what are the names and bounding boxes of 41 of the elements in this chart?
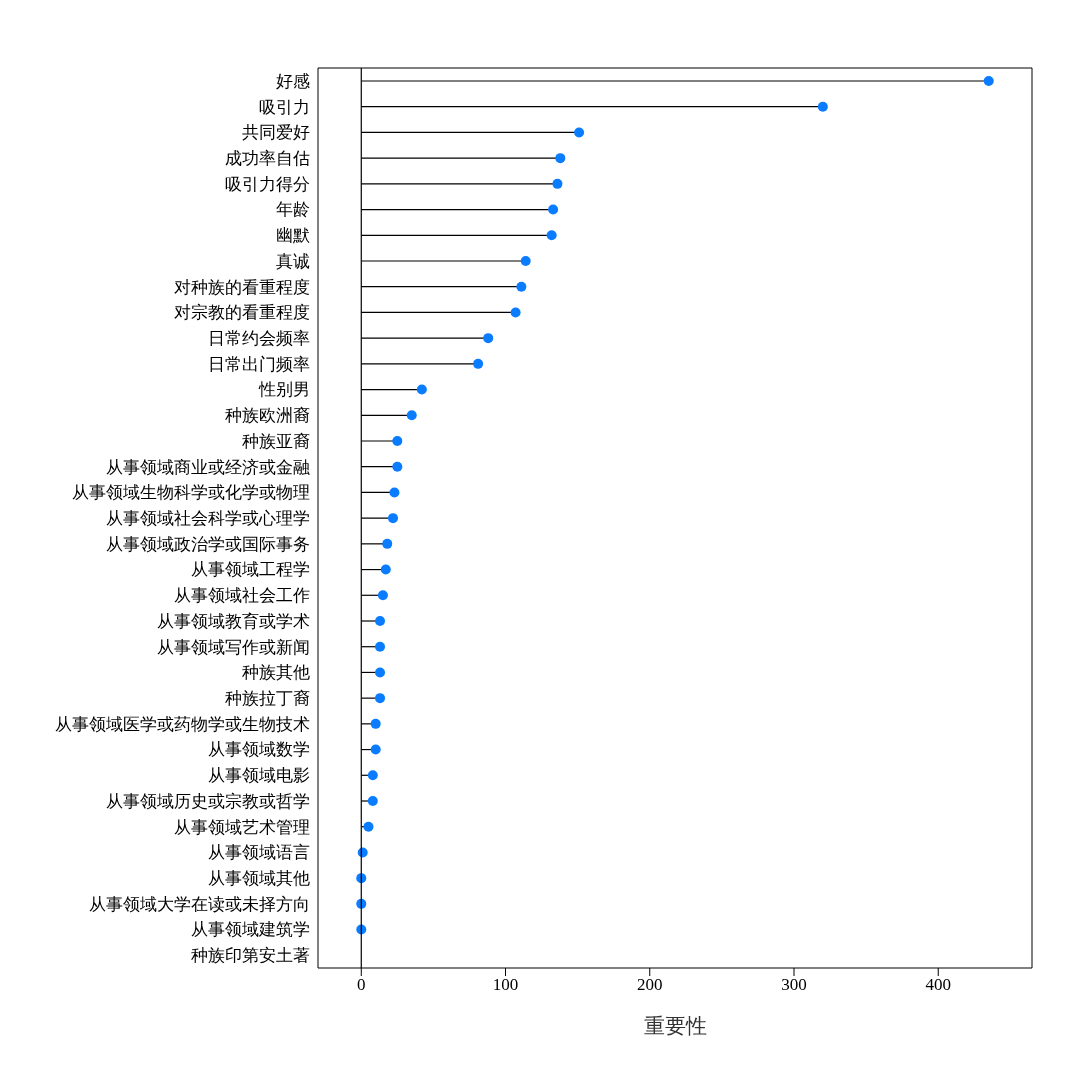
y-tick-label: 种族印第安土著 bbox=[191, 946, 310, 966]
x-tick-label: 400 bbox=[925, 975, 951, 995]
y-tick-label: 共同爱好 bbox=[242, 123, 310, 143]
y-tick-label: 从事领域艺术管理 bbox=[174, 817, 310, 837]
y-tick-label: 从事领域建筑学 bbox=[191, 920, 310, 940]
y-tick-label: 日常约会频率 bbox=[208, 329, 310, 349]
y-tick-label: 对宗教的看重程度 bbox=[174, 303, 310, 323]
y-tick-label: 从事领域电影 bbox=[208, 766, 310, 786]
y-tick-label: 年龄 bbox=[276, 200, 310, 220]
y-tick-label: 从事领域商业或经济或金融 bbox=[106, 457, 310, 477]
x-tick-label: 100 bbox=[492, 975, 519, 995]
y-tick-label: 从事领域其他 bbox=[208, 869, 310, 889]
y-tick-label: 从事领域数学 bbox=[208, 740, 310, 760]
x-axis-title: 重要性 bbox=[643, 1014, 707, 1038]
y-tick-label: 对种族的看重程度 bbox=[174, 277, 310, 297]
y-tick-label: 从事领域社会工作 bbox=[174, 586, 310, 606]
y-tick-label: 种族欧洲裔 bbox=[225, 406, 310, 426]
y-tick-label: 从事领域工程学 bbox=[191, 560, 310, 580]
y-tick-label: 从事领域政治学或国际事务 bbox=[106, 534, 310, 554]
y-tick-label: 从事领域生物科学或化学或物理 bbox=[72, 483, 310, 503]
y-tick-label: 好感 bbox=[276, 71, 310, 91]
y-tick-label: 吸引力 bbox=[259, 97, 310, 117]
y-tick-label: 从事领域教育或学术 bbox=[157, 611, 310, 631]
y-tick-label: 真诚 bbox=[276, 251, 310, 271]
y-tick-label: 从事领域社会科学或心理学 bbox=[106, 509, 310, 529]
y-tick-label: 日常出门频率 bbox=[208, 354, 310, 374]
y-tick-label: 吸引力得分 bbox=[225, 174, 310, 194]
y-tick-label: 种族其他 bbox=[242, 663, 310, 683]
x-tick-label: 300 bbox=[781, 975, 807, 995]
y-tick-label: 从事领域大学在读或未择方向 bbox=[89, 894, 310, 914]
y-tick-label: 从事领域写作或新闻 bbox=[157, 637, 310, 657]
y-tick-label: 种族亚裔 bbox=[242, 431, 310, 451]
y-tick-label: 种族拉丁裔 bbox=[225, 689, 310, 709]
y-tick-label: 从事领域医学或药物学或生物技术 bbox=[55, 714, 310, 734]
y-tick-label: 成功率自估 bbox=[225, 149, 310, 169]
y-tick-label: 从事领域语言 bbox=[208, 843, 310, 863]
x-tick-label: 200 bbox=[637, 975, 663, 995]
x-tick-label: 0 bbox=[357, 975, 366, 995]
y-tick-label: 幽默 bbox=[276, 226, 310, 246]
y-tick-label: 从事领域历史或宗教或哲学 bbox=[106, 791, 310, 811]
y-tick-label: 性别男 bbox=[258, 380, 310, 400]
